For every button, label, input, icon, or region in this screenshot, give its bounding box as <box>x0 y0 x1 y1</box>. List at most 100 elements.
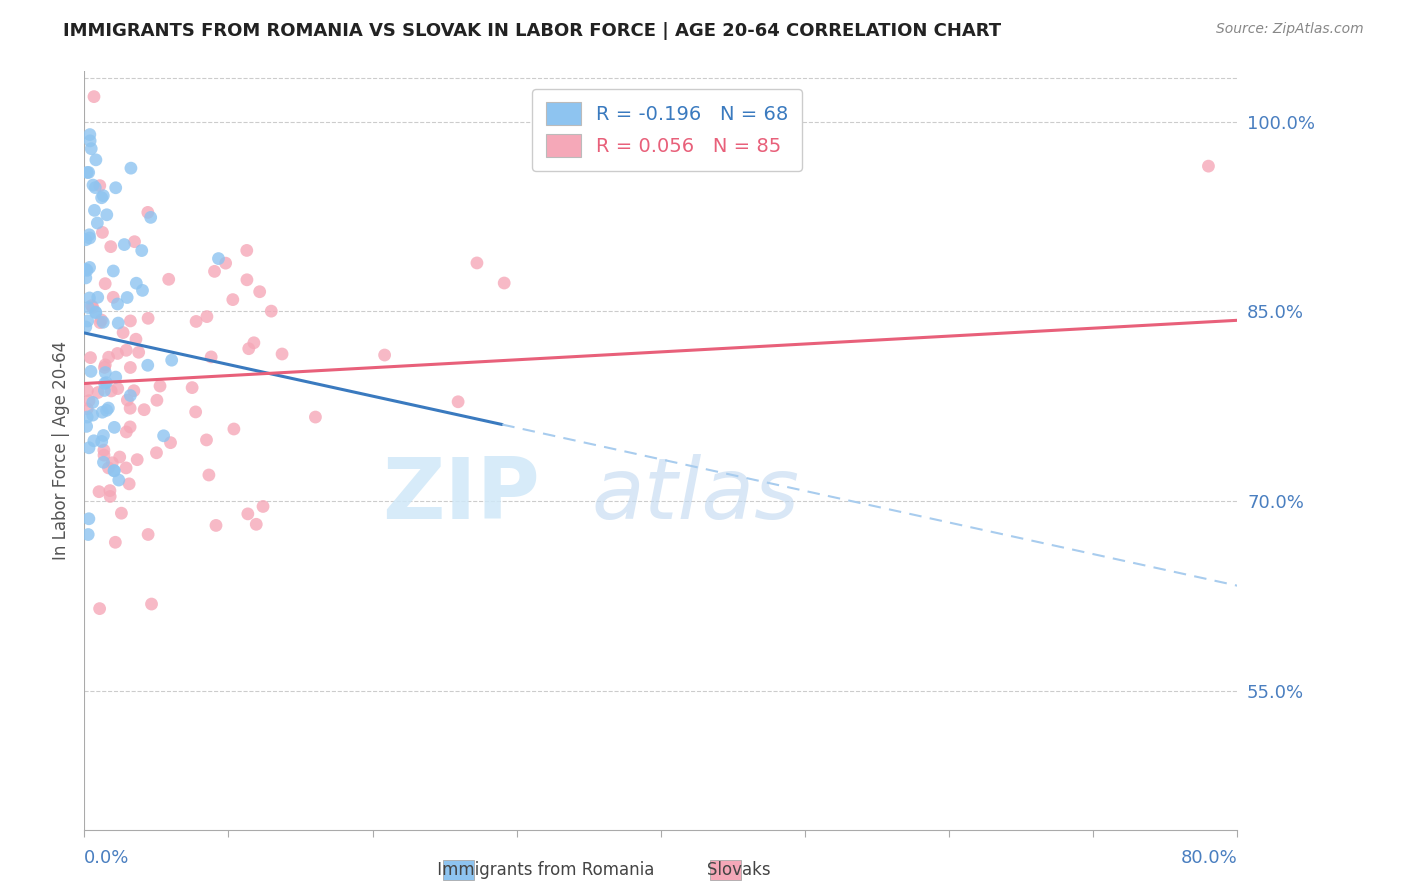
Text: IMMIGRANTS FROM ROMANIA VS SLOVAK IN LABOR FORCE | AGE 20-64 CORRELATION CHART: IMMIGRANTS FROM ROMANIA VS SLOVAK IN LAB… <box>63 22 1001 40</box>
Point <box>222 293 245 307</box>
Point <box>139 211 162 225</box>
Point <box>122 384 145 398</box>
Point <box>87 484 110 499</box>
Point <box>82 408 104 422</box>
Point <box>115 461 138 475</box>
Point <box>91 188 114 202</box>
Point <box>136 205 159 219</box>
Point <box>207 252 229 266</box>
Point <box>77 165 100 179</box>
Point <box>93 443 115 458</box>
Point <box>195 433 218 447</box>
Point <box>96 403 118 417</box>
Point <box>184 314 207 328</box>
Point <box>93 455 115 469</box>
Point <box>236 507 259 521</box>
Point <box>80 142 103 156</box>
Point <box>260 304 283 318</box>
Point <box>205 518 228 533</box>
Point <box>98 483 121 498</box>
Point <box>91 226 114 240</box>
Point <box>149 379 172 393</box>
Point <box>91 405 114 419</box>
Point <box>93 428 115 442</box>
Point <box>86 216 108 230</box>
Point <box>131 284 153 298</box>
Point <box>131 244 153 258</box>
Point <box>89 316 111 330</box>
Point <box>238 342 260 356</box>
Point <box>94 277 117 291</box>
Point <box>75 262 97 277</box>
Point <box>84 180 107 194</box>
Y-axis label: In Labor Force | Age 20-64: In Labor Force | Age 20-64 <box>52 341 70 560</box>
Text: 0.0%: 0.0% <box>84 848 129 866</box>
Point <box>107 297 129 311</box>
Point <box>76 419 98 434</box>
Point <box>101 456 124 470</box>
Point <box>136 527 159 541</box>
Point <box>115 425 138 439</box>
Point <box>96 208 118 222</box>
Point <box>82 395 104 409</box>
Point <box>76 165 98 179</box>
Point <box>125 276 148 290</box>
Point <box>89 601 111 615</box>
Point <box>77 441 100 455</box>
Point <box>75 320 97 334</box>
Point <box>76 401 98 416</box>
Point <box>79 351 101 365</box>
Point <box>83 434 105 448</box>
Point <box>236 244 259 258</box>
Point <box>77 301 100 315</box>
Point <box>374 348 396 362</box>
Point <box>79 128 101 142</box>
Point <box>77 393 100 408</box>
Point <box>110 506 132 520</box>
Point <box>124 235 146 249</box>
Point <box>271 347 294 361</box>
Point <box>89 178 111 193</box>
Point <box>198 468 221 483</box>
Point <box>103 420 125 434</box>
Point <box>249 285 271 299</box>
Point <box>117 392 139 407</box>
Point <box>90 434 112 449</box>
Point <box>79 260 101 275</box>
Point <box>108 450 131 464</box>
Point <box>77 527 100 541</box>
Point <box>157 272 180 286</box>
Point <box>120 360 142 375</box>
Point <box>115 343 138 358</box>
Point <box>98 490 121 504</box>
Point <box>243 335 266 350</box>
Point <box>93 376 115 391</box>
Point <box>120 388 142 402</box>
Point <box>112 326 135 340</box>
Point <box>104 535 127 549</box>
Point <box>465 256 488 270</box>
Point <box>94 366 117 380</box>
Point <box>76 410 98 425</box>
Point <box>90 191 112 205</box>
Point <box>112 237 135 252</box>
Point <box>100 240 122 254</box>
Text: Immigrants from Romania          Slovaks: Immigrants from Romania Slovaks <box>411 861 770 879</box>
Point <box>494 276 516 290</box>
Point <box>115 291 138 305</box>
Point <box>76 384 98 398</box>
Point <box>75 233 97 247</box>
Point <box>84 305 107 319</box>
Point <box>87 385 110 400</box>
Point <box>128 345 150 359</box>
Point <box>136 358 159 372</box>
Point <box>104 180 127 194</box>
Point <box>141 597 163 611</box>
Point <box>107 316 129 330</box>
Point <box>80 364 103 378</box>
Text: atlas: atlas <box>591 454 799 538</box>
Point <box>107 346 129 360</box>
Point <box>120 420 142 434</box>
Point <box>118 476 141 491</box>
Point <box>82 178 104 193</box>
